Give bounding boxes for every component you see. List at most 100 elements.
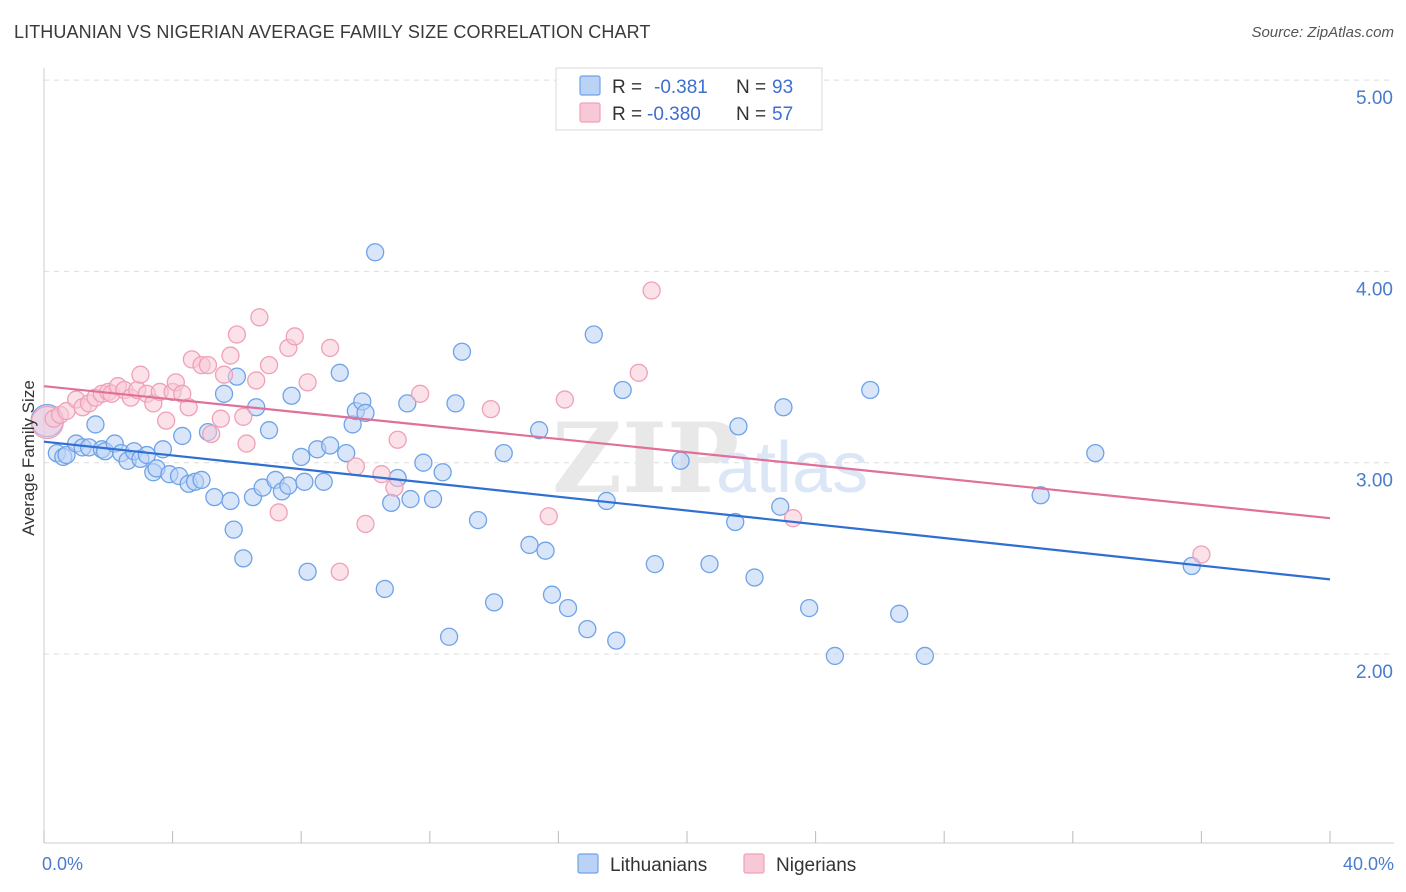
lithuanian-point-31: [234, 549, 253, 568]
watermark: ZIP atlas: [552, 402, 868, 515]
lithuanian-point-82: [745, 568, 764, 587]
legend-n-value-1: 93: [772, 77, 793, 98]
legend-r-label-1: R =: [612, 77, 642, 98]
lithuanian-point-78: [671, 451, 690, 470]
lithuanian-point-52: [365, 243, 385, 262]
lithuanian-point-56: [398, 394, 417, 413]
nigerian-point-28: [211, 409, 230, 428]
y-tick-labels: 2.00 3.00 4.00 5.00: [1356, 88, 1393, 683]
nigerian-point-39: [285, 327, 304, 346]
nigerian-point-27: [202, 424, 221, 444]
y-axis-label: Average Family Size: [19, 380, 38, 536]
nigerian-point-23: [179, 398, 198, 417]
lithuanian-point-29: [224, 520, 243, 539]
nigerian-point-32: [234, 407, 253, 426]
lithuanian-point-15: [137, 445, 157, 465]
nigerian-point-48: [411, 384, 430, 403]
lithuanian-point-47: [337, 443, 356, 463]
lithuanian-point-58: [414, 453, 433, 472]
lithuanian-point-61: [439, 627, 459, 646]
lithuanian-point-64: [468, 510, 488, 530]
legend-n-label-2: N =: [736, 104, 766, 125]
lithuanian-point-73: [584, 325, 603, 344]
nigerian-point-53: [642, 281, 661, 300]
source-label: Source: ZipAtlas.com: [1251, 24, 1394, 41]
nigerian-point-30: [221, 346, 240, 365]
nigerian-point-37: [269, 503, 288, 522]
lithuanian-point-70: [542, 585, 562, 604]
lithuanian-point-28: [221, 491, 240, 511]
lithuanian-point-69: [536, 541, 555, 560]
lithuanian-point-62: [446, 394, 465, 413]
lithuanian-point-7: [86, 415, 105, 434]
nigerian-point-40: [298, 373, 317, 392]
nigerian-point-29: [214, 365, 234, 384]
chart-title: LITHUANIAN VS NIGERIAN AVERAGE FAMILY SI…: [14, 22, 651, 42]
nigerian-point-35: [250, 308, 269, 327]
lithuanian-point-68: [529, 421, 549, 440]
nigerian-point-26: [198, 355, 218, 375]
lithuanian-point-91: [1086, 443, 1105, 463]
lithuanian-point-46: [330, 363, 349, 382]
lithuanian-point-83: [771, 497, 790, 516]
nigerian-point-41: [320, 338, 340, 358]
lithuanian-point-60: [433, 463, 452, 482]
x-tick-labels: 0.0% 40.0%: [42, 854, 1394, 874]
lithuanian-point-71: [558, 598, 578, 618]
nigerian-point-42: [330, 562, 349, 581]
nigerian-point-54: [783, 509, 803, 528]
lithuanian-point-65: [484, 593, 504, 612]
nigerian-point-31: [227, 325, 247, 344]
series-legend: Lithuanians Nigerians: [577, 853, 856, 876]
lithuanian-point-45: [320, 436, 340, 455]
lithuanian-point-38: [279, 476, 298, 495]
lithuanian-point-24: [192, 470, 211, 490]
lithuanians-trend-line: [43, 440, 1331, 581]
lithuanian-point-81: [729, 417, 748, 436]
legend-swatch-nigerians: [579, 102, 601, 123]
nigerian-point-51: [555, 390, 574, 409]
lithuanian-point-53: [375, 579, 394, 599]
axes: [43, 68, 1394, 844]
lithuanian-point-72: [578, 619, 597, 639]
nigerian-point-19: [157, 411, 176, 430]
grid-lines: [44, 79, 1394, 655]
y-tick-label-0: 2.00: [1356, 662, 1393, 683]
bottom-legend-swatch-lithuanians: [577, 853, 599, 874]
lithuanian-point-41: [295, 472, 314, 491]
nigerian-point-36: [259, 355, 279, 375]
nigerian-point-55: [1192, 545, 1211, 564]
x-tick-label-max: 40.0%: [1343, 854, 1394, 874]
lithuanian-point-57: [401, 489, 420, 509]
lithuanian-point-27: [214, 384, 234, 403]
nigerian-point-15: [131, 365, 150, 384]
lithuanian-point-59: [423, 489, 443, 509]
lithuanian-point-39: [282, 386, 301, 405]
legend-swatch-lithuanians: [579, 75, 601, 96]
legend-n-value-2: 57: [772, 104, 793, 125]
legend-r-value-2: -0.380: [647, 104, 701, 125]
legend-r-label-2: R =: [612, 104, 642, 125]
lithuanian-point-89: [915, 646, 935, 666]
bottom-legend-label-lithuanians: Lithuanians: [610, 855, 707, 876]
nigerian-point-47: [388, 430, 407, 449]
lithuanian-point-42: [298, 562, 317, 581]
lithuanian-point-75: [607, 631, 626, 650]
x-tick-label-min: 0.0%: [42, 854, 83, 874]
lithuanian-point-79: [700, 554, 719, 574]
y-tick-label-1: 3.00: [1356, 471, 1393, 492]
nigerian-point-34: [247, 371, 266, 390]
lithuanian-point-76: [613, 380, 632, 400]
lithuanian-point-86: [825, 646, 845, 666]
nigerian-point-43: [346, 457, 366, 476]
nigerian-point-33: [237, 434, 256, 453]
nigerian-point-45: [372, 465, 391, 484]
lithuanian-point-40: [292, 447, 311, 467]
legend-n-label-1: N =: [736, 77, 766, 98]
y-tick-label-2: 4.00: [1356, 279, 1393, 300]
lithuanian-point-54: [382, 493, 401, 513]
bottom-legend-label-nigerians: Nigerians: [776, 855, 856, 876]
lithuanian-point-63: [452, 342, 472, 361]
lithuanian-point-51: [356, 403, 375, 423]
